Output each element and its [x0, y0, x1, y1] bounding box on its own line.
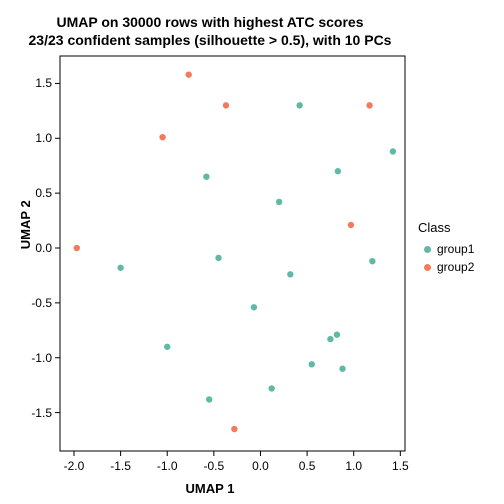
scatter-point — [223, 102, 229, 108]
scatter-point — [231, 426, 237, 432]
scatter-point — [390, 148, 396, 154]
legend-dot-icon — [424, 264, 431, 271]
scatter-point — [117, 265, 123, 271]
scatter-point — [327, 336, 333, 342]
scatter-point — [276, 199, 282, 205]
scatter-point — [366, 102, 372, 108]
legend-item-group1: group1 — [424, 242, 474, 256]
scatter-point — [335, 168, 341, 174]
scatter-point — [296, 102, 302, 108]
scatter-point — [369, 258, 375, 264]
scatter-point — [287, 271, 293, 277]
scatter-point — [185, 71, 191, 77]
scatter-point — [203, 173, 209, 179]
y-tick-label: 0.5 — [22, 186, 52, 200]
scatter-point — [159, 134, 165, 140]
x-tick-label: -2.0 — [64, 459, 85, 473]
x-tick-label: 0.0 — [252, 459, 269, 473]
x-tick-label: 1.0 — [345, 459, 362, 473]
y-tick-label: 1.5 — [22, 76, 52, 90]
y-tick-label: -1.5 — [22, 406, 52, 420]
legend-dot-icon — [424, 246, 431, 253]
x-tick-label: 0.5 — [299, 459, 316, 473]
scatter-point — [206, 396, 212, 402]
scatter-point — [164, 344, 170, 350]
x-tick-label: 1.5 — [392, 459, 409, 473]
x-tick-label: -0.5 — [204, 459, 225, 473]
scatter-point — [215, 255, 221, 261]
scatter-point — [309, 361, 315, 367]
scatter-point — [348, 222, 354, 228]
legend-item-group2: group2 — [424, 260, 474, 274]
scatter-point — [334, 331, 340, 337]
legend-label: group1 — [437, 242, 474, 256]
y-tick-label: 1.0 — [22, 131, 52, 145]
x-tick-label: -1.5 — [110, 459, 131, 473]
x-tick-label: -1.0 — [157, 459, 178, 473]
y-tick-label: 0.0 — [22, 241, 52, 255]
scatter-point — [339, 366, 345, 372]
legend-label: group2 — [437, 260, 474, 274]
scatter-point — [251, 304, 257, 310]
scatter-point — [74, 245, 80, 251]
y-tick-label: -0.5 — [22, 296, 52, 310]
umap-scatter-chart: { "chart": { "type": "scatter", "title_l… — [0, 0, 504, 504]
y-tick-label: -1.0 — [22, 351, 52, 365]
scatter-point — [268, 385, 274, 391]
